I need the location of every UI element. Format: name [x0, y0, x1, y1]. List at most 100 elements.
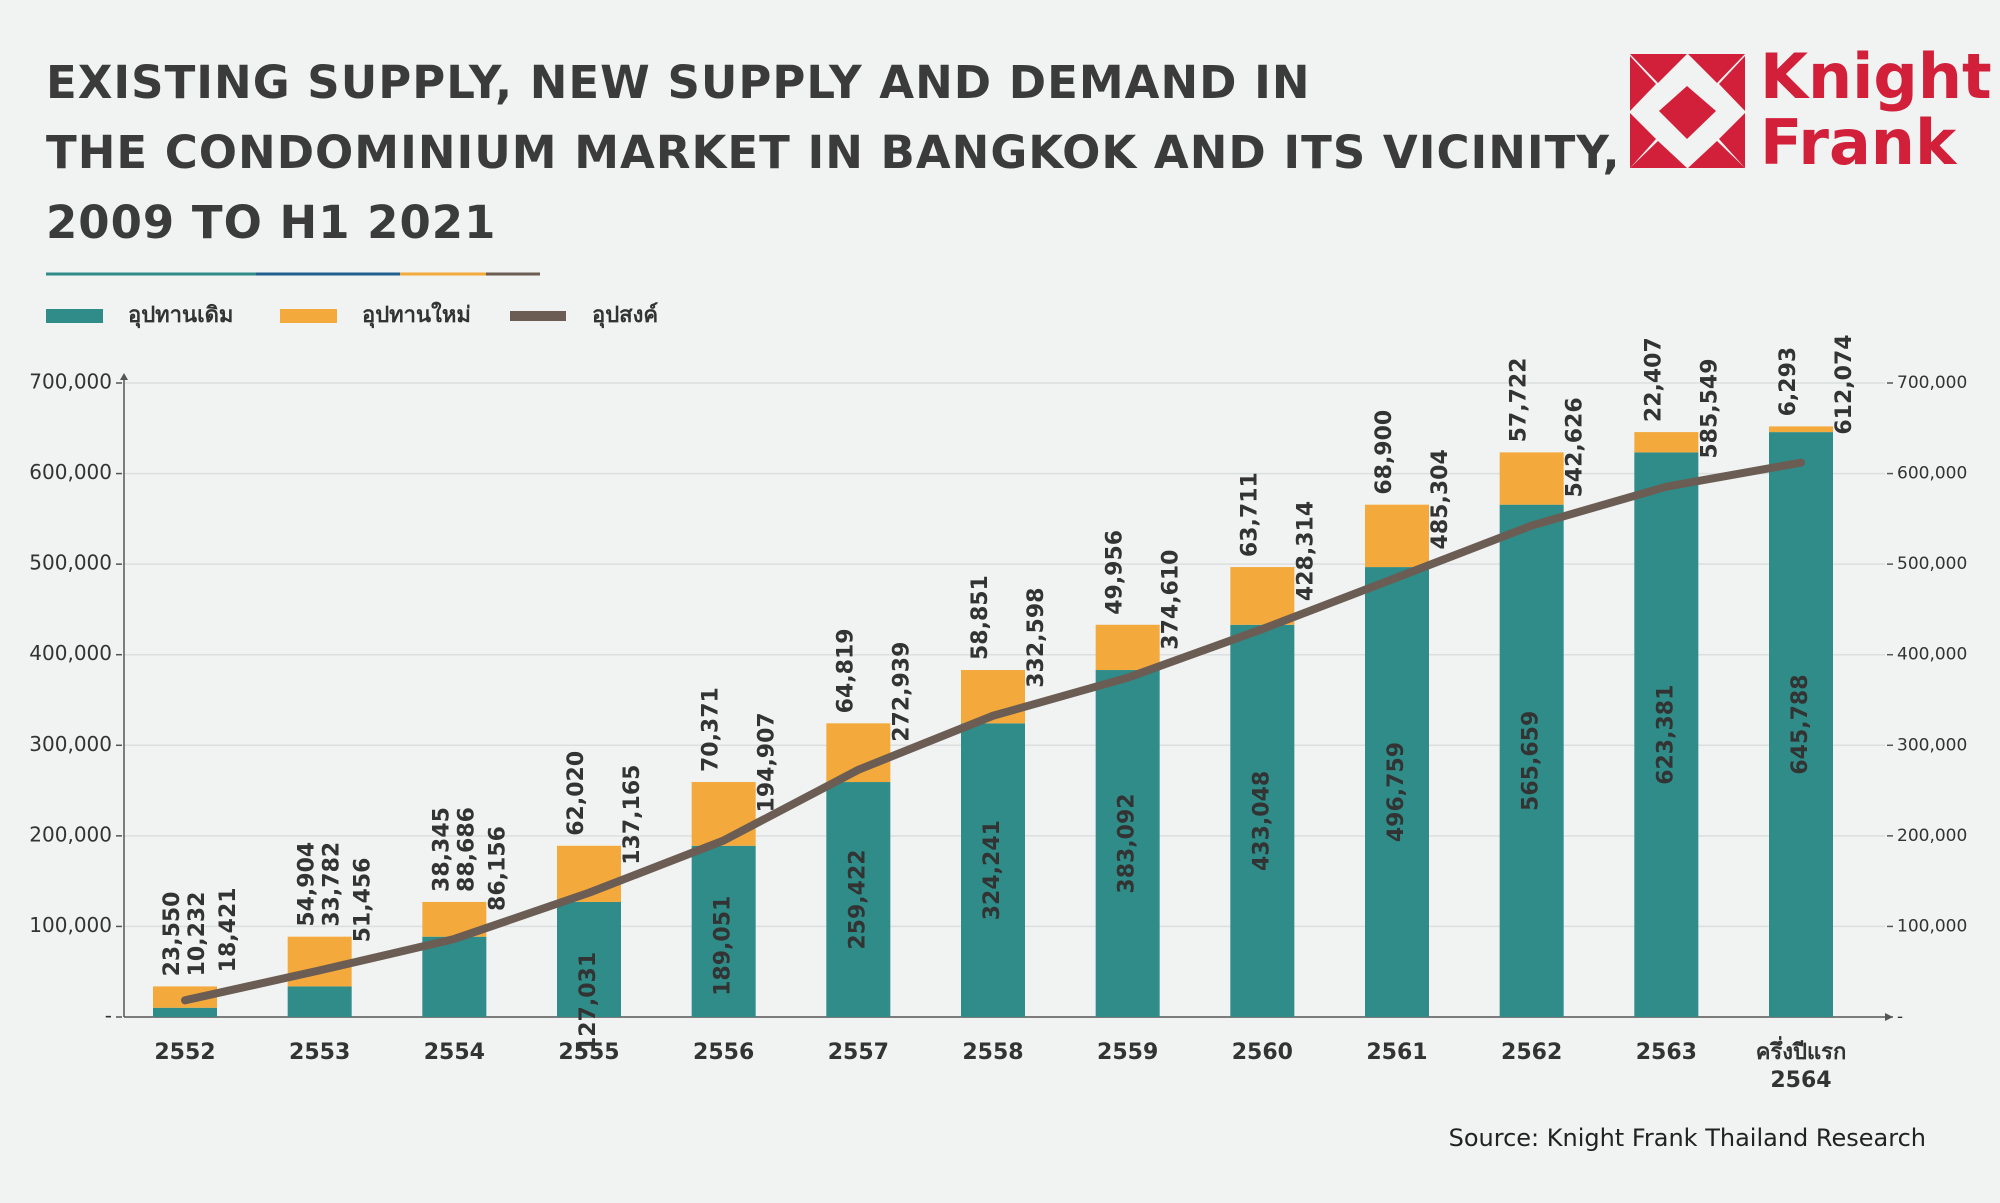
value-label: 137,165 — [620, 765, 645, 865]
source: Source: Knight Frank Thailand Research — [1448, 1124, 1926, 1152]
value-label: 433,048 — [1249, 771, 1274, 871]
value-label: 23,550 — [160, 891, 185, 976]
x-tick-label: 2555 — [558, 1040, 620, 1065]
value-label: 54,904 — [295, 842, 320, 927]
legend-label: อุปทานเดิม — [128, 303, 233, 329]
y2-tick-label: 300,000 — [1897, 735, 1967, 755]
value-label: 623,381 — [1653, 685, 1678, 785]
value-label: 194,907 — [755, 712, 780, 812]
value-label: 38,345 — [429, 807, 454, 892]
bar — [691, 782, 756, 846]
bar — [557, 901, 621, 1017]
value-label: 51,456 — [351, 857, 376, 942]
x-tick-label: 2558 — [962, 1040, 1024, 1065]
y2-tick-label: 500,000 — [1897, 554, 1967, 574]
bar — [1365, 567, 1429, 1017]
y-tick-label: 400,000 — [29, 641, 112, 665]
value-label: 49,956 — [1103, 530, 1128, 615]
y-tick-label: 600,000 — [29, 460, 112, 484]
bar — [1230, 567, 1295, 625]
value-label: 259,422 — [845, 849, 870, 949]
bar — [1095, 624, 1160, 671]
x-tick-label: 2556 — [693, 1040, 755, 1065]
bar — [153, 1007, 217, 1017]
y-tick-label: 300,000 — [29, 732, 112, 756]
bar — [961, 723, 1025, 1017]
logo-line: Knight — [1760, 40, 1992, 113]
value-label: 332,598 — [1024, 588, 1049, 688]
legend-swatch — [46, 309, 103, 323]
bar — [1365, 504, 1429, 568]
value-label: 22,407 — [1641, 337, 1666, 422]
x-tick-label: 2563 — [1635, 1040, 1697, 1065]
y-tick-label: 100,000 — [29, 913, 112, 937]
x-tick-label: 2552 — [154, 1040, 216, 1065]
value-label: 189,051 — [711, 896, 736, 996]
y2-tick-label: 400,000 — [1897, 645, 1967, 665]
value-label: 428,314 — [1293, 501, 1318, 601]
y2-tick-label: 600,000 — [1897, 464, 1967, 484]
value-label: 88,686 — [454, 807, 479, 892]
value-label: 127,031 — [576, 952, 601, 1052]
y-tick-label: - — [105, 1004, 112, 1028]
x-tick-label: 2561 — [1366, 1040, 1428, 1065]
legend-label: อุปทานใหม่ — [362, 301, 471, 329]
bar — [1095, 670, 1160, 1017]
legend-swatch — [510, 311, 566, 321]
bar — [1499, 452, 1564, 505]
bar — [691, 845, 756, 1017]
value-label: 485,304 — [1428, 449, 1453, 549]
legend-swatch — [280, 309, 337, 323]
value-label: 86,156 — [485, 826, 510, 911]
x-tick-label: 2554 — [423, 1040, 485, 1065]
value-label: 58,851 — [968, 575, 993, 660]
value-label: 324,241 — [980, 820, 1005, 920]
value-label: 57,722 — [1507, 357, 1532, 442]
x-tick-label: ครึ่งปีแรก 2564 — [1755, 1040, 1847, 1093]
bar — [826, 782, 891, 1017]
bar — [422, 936, 487, 1017]
value-label: 62,020 — [564, 751, 589, 836]
value-label: 542,626 — [1563, 397, 1588, 497]
bar — [1499, 504, 1564, 1017]
x-tick-label: 2562 — [1501, 1040, 1563, 1065]
y2-tick-label: - — [1897, 1007, 1903, 1027]
bar — [1769, 426, 1833, 433]
bar — [287, 986, 352, 1017]
y-tick-label: 200,000 — [29, 822, 112, 846]
value-label: 68,900 — [1372, 410, 1397, 495]
y2-tick-label: 100,000 — [1897, 916, 1967, 936]
value-label: 565,659 — [1519, 711, 1544, 811]
bar — [1634, 432, 1699, 453]
value-label: 18,421 — [216, 887, 241, 972]
x-tick-label: 2557 — [827, 1040, 889, 1065]
bar — [1634, 452, 1699, 1018]
value-label: 612,074 — [1832, 334, 1857, 434]
y2-tick-label: 700,000 — [1897, 373, 1967, 393]
value-label: 6,293 — [1776, 347, 1801, 417]
legend-label: อุปสงค์ — [592, 302, 658, 329]
value-label: 33,782 — [320, 842, 345, 927]
value-label: 70,371 — [699, 687, 724, 772]
axis-arrow — [1885, 1013, 1893, 1021]
value-label: 383,092 — [1115, 793, 1140, 893]
value-label: 374,610 — [1159, 550, 1184, 650]
value-label: 10,232 — [185, 891, 210, 976]
x-tick-label: 2553 — [289, 1040, 351, 1065]
value-label: 63,711 — [1237, 472, 1262, 557]
value-label: 496,759 — [1384, 742, 1409, 842]
chart-title: EXISTING SUPPLY, NEW SUPPLY AND DEMAND I… — [46, 56, 1621, 249]
value-label: 272,939 — [889, 642, 914, 742]
y-tick-label: 500,000 — [29, 551, 112, 575]
bar — [1230, 624, 1295, 1017]
logo-line: Frank — [1760, 106, 1957, 179]
bar — [1769, 432, 1833, 1017]
logo-text: Knight Frank — [1760, 44, 1992, 176]
y2-tick-label: 200,000 — [1897, 826, 1967, 846]
value-label: 585,549 — [1697, 358, 1722, 458]
x-tick-label: 2559 — [1097, 1040, 1159, 1065]
value-label: 64,819 — [833, 628, 858, 713]
value-label: 645,788 — [1788, 674, 1813, 774]
